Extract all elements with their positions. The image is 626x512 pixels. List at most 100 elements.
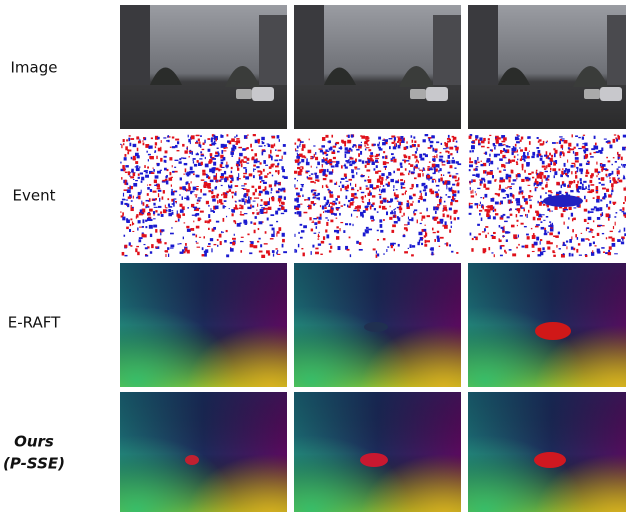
event <box>520 149 523 151</box>
event <box>224 240 227 243</box>
event <box>283 144 286 147</box>
event <box>205 220 207 223</box>
event <box>120 144 121 145</box>
event <box>377 253 379 256</box>
event <box>169 157 172 160</box>
event <box>484 194 487 198</box>
event <box>521 179 524 182</box>
event <box>397 168 400 170</box>
event <box>469 213 472 215</box>
event <box>231 167 233 169</box>
event <box>359 242 361 245</box>
event <box>513 151 514 152</box>
event <box>242 148 246 151</box>
event <box>410 188 413 189</box>
event <box>282 202 285 205</box>
event <box>413 194 416 197</box>
event <box>575 152 578 156</box>
event <box>258 238 260 240</box>
event <box>240 214 244 216</box>
event <box>485 226 488 228</box>
event <box>488 247 490 250</box>
event <box>229 189 231 192</box>
event <box>262 142 265 144</box>
event <box>160 158 162 162</box>
event <box>436 154 437 158</box>
car <box>410 89 426 99</box>
event <box>516 201 520 203</box>
event <box>147 193 149 196</box>
event <box>282 156 283 159</box>
event <box>335 164 338 167</box>
event <box>440 152 442 153</box>
event <box>564 163 566 167</box>
event <box>306 162 310 165</box>
event <box>355 184 356 187</box>
event <box>301 248 303 249</box>
event <box>425 240 427 244</box>
event <box>604 139 607 140</box>
event <box>376 165 378 168</box>
event <box>208 149 211 152</box>
event <box>366 185 368 186</box>
event <box>321 241 324 244</box>
event <box>335 198 337 201</box>
event <box>368 159 370 163</box>
event <box>315 197 316 198</box>
event <box>170 248 174 249</box>
event <box>514 237 518 239</box>
event <box>448 155 450 159</box>
event <box>393 189 394 191</box>
event <box>295 159 299 162</box>
event <box>424 186 428 189</box>
event <box>565 168 567 171</box>
event <box>244 213 248 214</box>
event <box>297 180 298 181</box>
event <box>161 229 164 231</box>
event <box>144 170 148 171</box>
event <box>507 195 509 198</box>
event <box>596 162 597 165</box>
event <box>314 182 316 184</box>
event <box>606 189 609 192</box>
event <box>457 190 459 193</box>
event <box>376 251 377 254</box>
event <box>410 203 413 206</box>
event <box>527 136 530 139</box>
event <box>312 245 314 248</box>
event <box>558 232 560 235</box>
event <box>350 254 351 257</box>
event <box>329 243 332 244</box>
event <box>179 243 181 244</box>
event <box>296 250 297 253</box>
event <box>275 165 279 167</box>
event <box>608 194 612 197</box>
event <box>167 135 169 137</box>
event <box>400 166 402 168</box>
event <box>318 238 320 239</box>
event <box>164 168 167 171</box>
event <box>522 246 525 248</box>
event <box>188 156 189 157</box>
event <box>371 220 374 221</box>
event <box>411 171 415 173</box>
event <box>595 143 597 146</box>
event <box>415 151 417 153</box>
event <box>143 143 145 146</box>
event <box>244 183 247 185</box>
event <box>485 152 487 155</box>
event <box>217 151 219 152</box>
event <box>389 146 391 149</box>
event <box>322 205 324 209</box>
event <box>437 193 439 195</box>
event <box>322 185 323 188</box>
event <box>233 220 235 222</box>
event <box>423 199 426 202</box>
event <box>226 162 227 165</box>
event <box>615 137 617 138</box>
event <box>365 206 368 208</box>
event <box>554 206 557 210</box>
event <box>272 250 275 253</box>
event <box>476 166 479 167</box>
event <box>310 181 314 183</box>
